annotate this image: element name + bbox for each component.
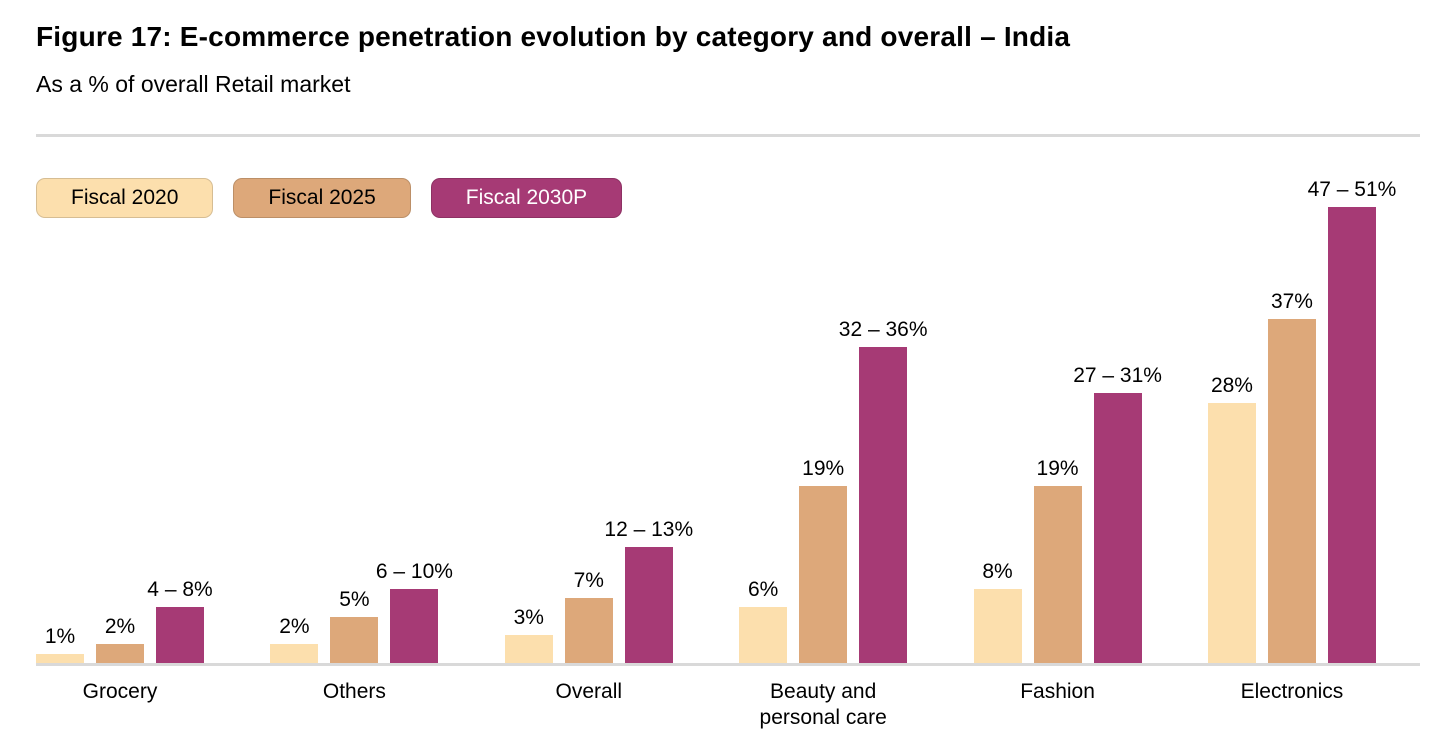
category-label-beauty-and-personal-care: Beauty and personal care — [759, 680, 887, 729]
bar-wrap-fiscal-2030p-others: 6 – 10% — [376, 560, 453, 663]
bar-wrap-fiscal-2025-overall: 7% — [564, 569, 613, 663]
bar-fiscal-2020 — [504, 635, 553, 663]
bar-fiscal-2020 — [36, 653, 84, 663]
bar-wrap-fiscal-2025-fashion: 19% — [1033, 457, 1082, 663]
bar-value-label: 5% — [339, 587, 370, 611]
category-labels: Grocery Others Overall Beauty and personal … — [36, 679, 1376, 731]
bar-wrap-fiscal-2025-grocery: 2% — [96, 615, 144, 663]
bar-group-electronics: 28% 37% 47 – 51% — [1207, 178, 1396, 663]
bar-fiscal-2030p — [624, 546, 673, 663]
bar-fiscal-2030p — [1327, 207, 1376, 663]
bar-value-label: 6 – 10% — [375, 559, 453, 583]
bar-fiscal-2030p — [1093, 393, 1142, 663]
category-label-grocery: Grocery — [82, 680, 158, 703]
bar-group-beauty-and-personal-care: 6% 19% 32 – 36% — [739, 318, 928, 663]
bar-wrap-fiscal-2020-electronics: 28% — [1207, 374, 1256, 663]
bar-group-grocery: 1% 2% 4 – 8% — [36, 578, 213, 663]
figure-title: Figure 17: E-commerce penetration evolut… — [36, 21, 1071, 52]
bar-wrap-fiscal-2025-others: 5% — [330, 588, 379, 663]
bar-value-label: 32 – 36% — [838, 317, 928, 341]
bar-value-label: 7% — [573, 568, 604, 592]
bar-fiscal-2025 — [1033, 486, 1082, 663]
category-label-overall: Overall — [555, 680, 623, 703]
x-axis-line — [36, 663, 1420, 666]
bar-value-label: 12 – 13% — [604, 517, 694, 541]
bar-fiscal-2020 — [739, 607, 788, 663]
bar-value-label: 2% — [279, 615, 310, 639]
bar-value-label: 27 – 31% — [1073, 364, 1162, 388]
bar-fiscal-2020 — [270, 644, 319, 663]
legend-item-fiscal-2020: Fiscal 2020 — [36, 178, 214, 218]
bar-fiscal-2025 — [564, 597, 613, 663]
bar-wrap-fiscal-2030p-fashion: 27 – 31% — [1073, 364, 1162, 663]
bar-group-fashion: 8% 19% 27 – 31% — [973, 364, 1162, 663]
bar-wrap-fiscal-2030p-electronics: 47 – 51% — [1308, 178, 1396, 663]
bar-fiscal-2020 — [973, 588, 1022, 663]
bar-value-label: 8% — [982, 559, 1013, 583]
bar-value-label: 47 – 51% — [1307, 178, 1397, 202]
bar-value-label: 6% — [747, 578, 779, 602]
figure-subtitle: As a % of overall Retail market — [36, 71, 351, 97]
legend: Fiscal 2020 Fiscal 2025 Fiscal 2030P — [36, 178, 623, 218]
bar-chart: Fiscal 2020 Fiscal 2025 Fiscal 2030P 1% 2% 4… — [36, 137, 1420, 731]
bar-value-label: 2% — [104, 615, 136, 639]
bar-fiscal-2030p — [156, 607, 204, 663]
bar-fiscal-2030p — [390, 588, 439, 663]
bar-value-label: 4 – 8% — [147, 578, 213, 602]
bar-value-label: 1% — [44, 624, 76, 648]
bar-group-others: 2% 5% 6 – 10% — [270, 560, 453, 663]
legend-item-fiscal-2030p: Fiscal 2030P — [430, 178, 623, 218]
category-label-others: Others — [322, 680, 386, 703]
bar-wrap-fiscal-2020-overall: 3% — [504, 606, 553, 663]
bar-wrap-fiscal-2020-others: 2% — [270, 615, 319, 663]
category-label-electronics: Electronics — [1240, 680, 1344, 703]
bar-wrap-fiscal-2025-electronics: 37% — [1267, 290, 1316, 663]
bar-value-label: 3% — [513, 606, 544, 630]
bar-wrap-fiscal-2025-beauty-and-personal-care: 19% — [799, 457, 848, 663]
bar-wrap-fiscal-2030p-grocery: 4 – 8% — [147, 578, 213, 663]
bar-value-label: 19% — [1036, 457, 1079, 481]
bar-fiscal-2025 — [1267, 318, 1316, 663]
bar-wrap-fiscal-2020-beauty-and-personal-care: 6% — [739, 578, 788, 663]
bar-wrap-fiscal-2030p-overall: 12 – 13% — [604, 518, 693, 663]
bar-fiscal-2025 — [96, 644, 144, 663]
category-label-fashion: Fashion — [1020, 680, 1095, 703]
bar-fiscal-2020 — [1207, 402, 1256, 663]
bar-group-overall: 3% 7% 12 – 13% — [504, 518, 693, 663]
header-divider — [36, 134, 1420, 137]
bar-wrap-fiscal-2020-fashion: 8% — [973, 560, 1022, 663]
bar-wrap-fiscal-2030p-beauty-and-personal-care: 32 – 36% — [839, 318, 928, 663]
bar-fiscal-2025 — [330, 616, 379, 663]
bar-groups: 1% 2% 4 – 8% 2% 5% 6 – 10% 3% 7% 12 – 13% 6% 19% 32… — [36, 137, 1396, 663]
bar-wrap-fiscal-2020-grocery: 1% — [36, 625, 84, 663]
legend-item-fiscal-2025: Fiscal 2025 — [233, 178, 411, 218]
bar-fiscal-2025 — [799, 486, 848, 663]
bar-value-label: 37% — [1270, 289, 1313, 313]
bar-fiscal-2030p — [859, 346, 908, 663]
bar-value-label: 28% — [1210, 373, 1253, 397]
bar-value-label: 19% — [802, 457, 845, 481]
